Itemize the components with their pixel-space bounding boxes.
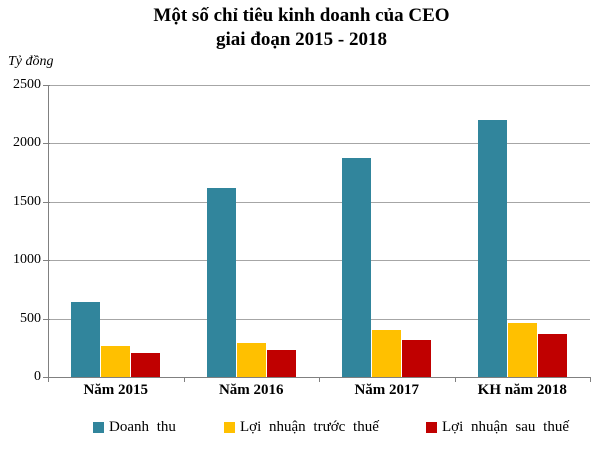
chart-title-line1: Một số chỉ tiêu kinh doanh của CEO [153,5,450,26]
gridline [48,201,590,203]
bar-doanh-thu [206,187,236,377]
legend-item-loi-nhuan-truoc-thue: Lợi nhuận trước thuế [224,419,379,435]
gridline [48,260,590,262]
y-tick-mark [43,318,50,320]
y-tick-mark [43,260,50,262]
bar-loi-nhuan-sau-thue [402,339,432,377]
chart-title: Một số chỉ tiêu kinh doanh của CEO giai … [0,4,603,52]
legend-swatch-doanh-thu [93,421,104,433]
gridline [48,318,590,320]
y-axis-unit-label: Tỷ đồng [8,54,54,69]
legend-label: Doanh thu [109,419,176,435]
y-tick-label: 0 [34,369,41,384]
gridline [48,143,590,145]
bar-loi-nhuan-truoc-thue [372,329,402,377]
legend-swatch-loi-nhuan-truoc-thue [224,421,235,433]
legend-item-doanh-thu: Doanh thu [93,419,176,435]
x-tick-mark [455,377,456,382]
bar-loi-nhuan-sau-thue [537,333,567,377]
bar-loi-nhuan-truoc-thue [101,346,131,377]
legend-item-loi-nhuan-sau-thue: Lợi nhuận sau thuế [426,419,569,435]
y-tick-mark [43,377,50,378]
bar-loi-nhuan-sau-thue [131,353,161,377]
legend-swatch-loi-nhuan-sau-thue [426,421,437,433]
x-tick-label: Năm 2017 [354,382,420,398]
bar-loi-nhuan-sau-thue [266,350,296,377]
y-tick-label: 500 [20,310,41,326]
y-tick-mark [43,201,50,203]
bar-doanh-thu [342,158,372,377]
bar-doanh-thu [477,120,507,377]
y-tick-label: 1000 [13,252,41,268]
bar-doanh-thu [71,301,101,377]
chart-title-line2: giai đoạn 2015 - 2018 [215,29,388,50]
y-tick-mark [43,85,50,86]
x-tick-mark [590,377,591,382]
gridline [48,85,590,86]
bar-loi-nhuan-truoc-thue [236,343,266,377]
x-tick-label: Năm 2016 [218,382,284,398]
x-tick-mark [319,377,320,382]
x-tick-label: KH năm 2018 [477,382,567,398]
y-axis-line [48,85,49,378]
y-tick-label: 2500 [13,77,41,92]
bar-loi-nhuan-truoc-thue [507,322,537,377]
y-tick-mark [43,143,50,145]
plot-area [48,85,590,378]
x-tick-mark [48,377,49,382]
y-tick-label: 1500 [13,193,41,209]
y-tick-label: 2000 [13,135,41,151]
legend-label: Lợi nhuận sau thuế [442,419,569,435]
legend-label: Lợi nhuận trước thuế [240,419,379,435]
x-tick-label: Năm 2015 [83,382,149,398]
x-tick-mark [184,377,185,382]
